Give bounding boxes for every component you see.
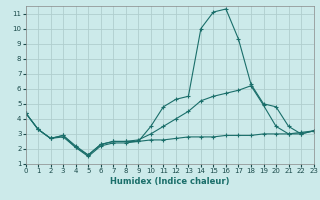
X-axis label: Humidex (Indice chaleur): Humidex (Indice chaleur): [110, 177, 229, 186]
